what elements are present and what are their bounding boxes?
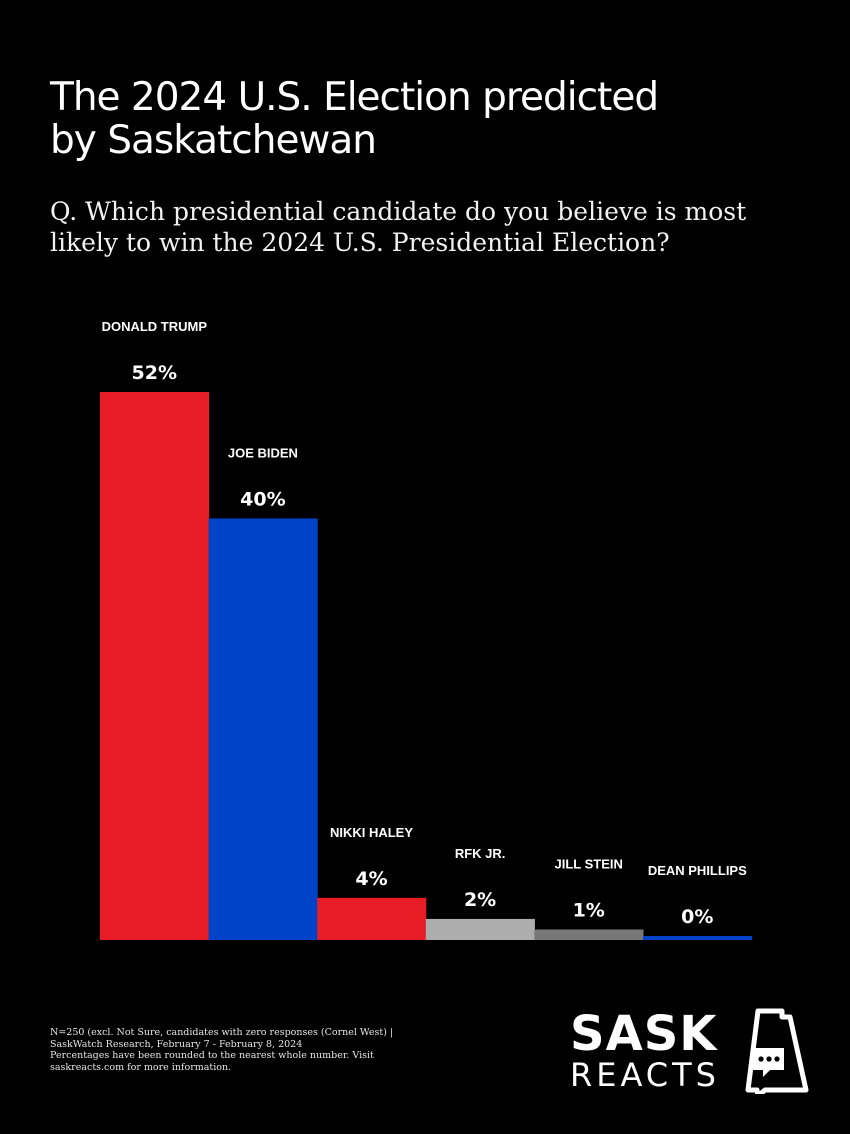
- footnote-line-4: saskreacts.com for more information.: [50, 1061, 232, 1073]
- bar-0: [100, 392, 210, 940]
- value-label-0: 52%: [132, 362, 177, 384]
- category-label-1: JOE BIDEN: [228, 445, 298, 460]
- value-label-3: 2%: [464, 889, 496, 911]
- title-line-1: The 2024 U.S. Election predicted: [50, 75, 659, 120]
- category-label-2: NIKKI HALEY: [330, 825, 413, 840]
- value-label-5: 0%: [681, 906, 713, 928]
- bar-2: [317, 897, 427, 940]
- bar-5: [643, 936, 753, 940]
- footnote: N=250 (excl. Not Sure, candidates with z…: [50, 1027, 430, 1073]
- survey-question: Q. Which presidential candidate do you b…: [50, 196, 810, 258]
- category-label-0: DONALD TRUMP: [102, 319, 208, 334]
- value-label-2: 4%: [355, 868, 387, 890]
- sask-reacts-logo: SASK REACTS: [568, 1008, 813, 1094]
- value-label-4: 1%: [573, 899, 605, 921]
- logo-text-bottom: REACTS: [570, 1056, 720, 1094]
- logo-text-top: SASK: [570, 1006, 718, 1062]
- category-label-4: JILL STEIN: [555, 856, 623, 871]
- title-line-2: by Saskatchewan: [50, 118, 377, 163]
- footnote-line-3: Percentages have been rounded to the nea…: [50, 1050, 374, 1061]
- value-label-1: 40%: [240, 488, 285, 510]
- bar-3: [425, 918, 535, 940]
- page-title: The 2024 U.S. Election predicted by Sask…: [50, 76, 820, 162]
- category-label-3: RFK JR.: [455, 846, 506, 861]
- saskatchewan-speech-bubble-icon: [745, 1008, 809, 1094]
- footnote-line-2: SaskWatch Research, February 7 - Februar…: [50, 1038, 303, 1050]
- question-line-2: likely to win the 2024 U.S. Presidential…: [50, 228, 670, 257]
- question-line-1: Q. Which presidential candidate do you b…: [50, 197, 747, 226]
- bar-4: [534, 929, 644, 940]
- bar-chart: 52% DONALD TRUMP 40% JOE BIDEN 4% NIKKI HALEY…: [100, 319, 753, 940]
- category-label-5: DEAN PHILLIPS: [648, 863, 747, 878]
- bar-1: [208, 518, 318, 940]
- footnote-line-1: N=250 (excl. Not Sure, candidates with z…: [50, 1027, 394, 1038]
